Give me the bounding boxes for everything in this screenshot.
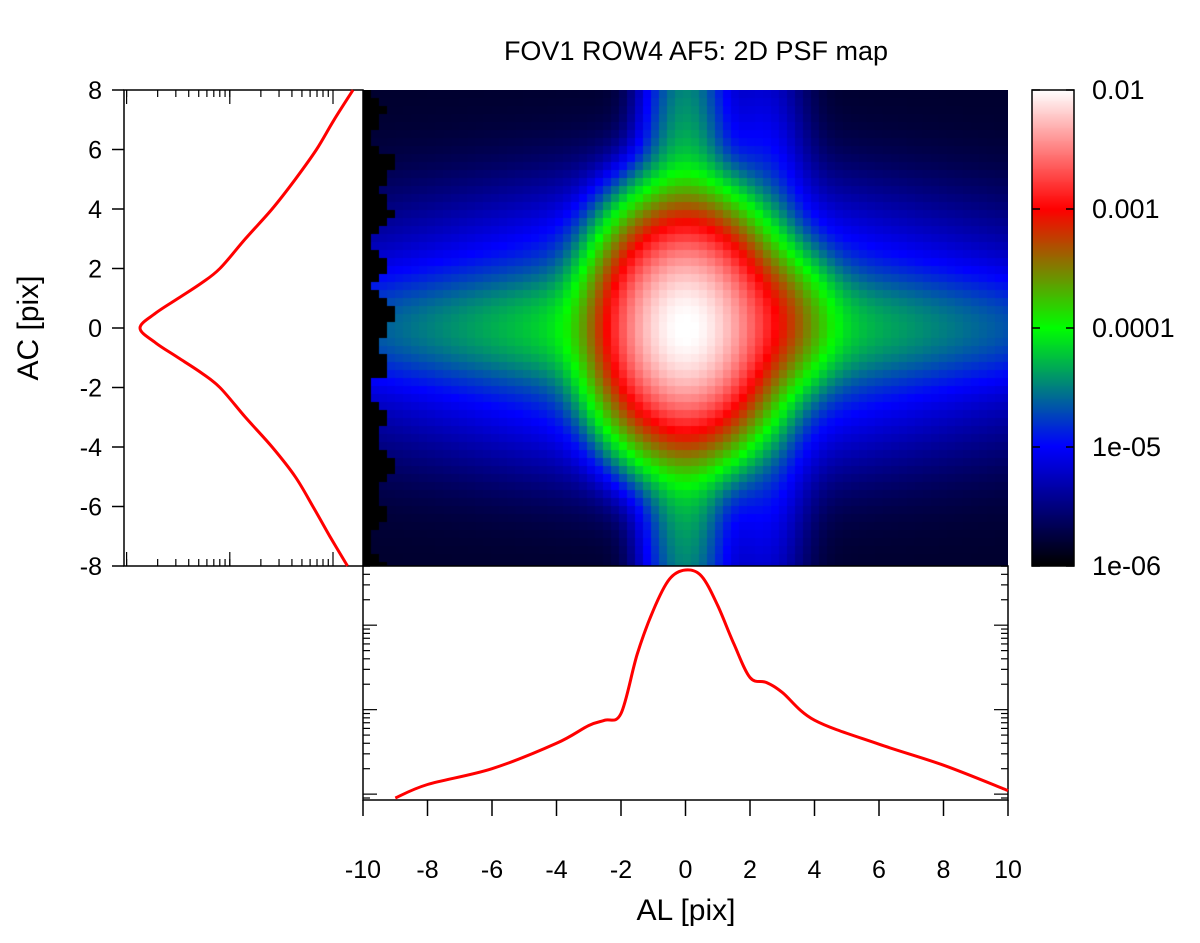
ac-profile-frame xyxy=(123,89,364,567)
colorbar-tick-label: 0.001 xyxy=(1092,194,1160,224)
ac-profile-curve xyxy=(138,89,355,567)
x-axis: -10 -8 -6 -4 -2 0 2 4 6 8 10 xyxy=(345,800,1022,884)
y-tick-label: 4 xyxy=(88,196,102,224)
y-tick-label: -6 xyxy=(80,494,102,522)
y-axis: 8 6 4 2 0 -2 -4 -6 -8 xyxy=(80,77,124,581)
x-tick-label: -10 xyxy=(345,856,381,884)
colorbar-tick-label: 1e-05 xyxy=(1092,432,1161,462)
x-tick-label: 2 xyxy=(743,856,757,884)
x-tick-label: -6 xyxy=(481,856,503,884)
chart-title: FOV1 ROW4 AF5: 2D PSF map xyxy=(504,36,888,66)
x-tick-label: 0 xyxy=(679,856,693,884)
x-tick-label: 8 xyxy=(937,856,951,884)
al-profile-ticks xyxy=(363,565,1008,799)
y-tick-label: 6 xyxy=(88,137,102,165)
y-axis-label: AC [pix] xyxy=(12,275,45,380)
colorbar-ticks: 0.01 0.001 0.0001 1e-05 1e-06 xyxy=(1032,75,1175,581)
y-tick-label: -4 xyxy=(80,434,102,462)
x-tick-label: 4 xyxy=(808,856,822,884)
y-tick-label: 2 xyxy=(88,256,102,284)
colorbar-tick-label: 0.01 xyxy=(1092,75,1145,105)
ac-profile-ticks xyxy=(125,90,334,566)
al-profile-frame xyxy=(362,565,1009,801)
y-tick-label: 0 xyxy=(88,315,102,343)
al-profile-curve xyxy=(394,568,1009,800)
y-tick-label: -8 xyxy=(80,553,102,581)
y-tick-label: 8 xyxy=(88,77,102,105)
x-tick-label: -8 xyxy=(416,856,438,884)
x-axis-label: AL [pix] xyxy=(637,894,736,927)
psf-heatmap xyxy=(363,90,1008,566)
x-tick-label: -4 xyxy=(545,856,567,884)
x-tick-label: 6 xyxy=(872,856,886,884)
x-tick-label: -2 xyxy=(610,856,632,884)
x-tick-label: 10 xyxy=(994,856,1022,884)
y-tick-label: -2 xyxy=(80,375,102,403)
colorbar-tick-label: 1e-06 xyxy=(1092,551,1161,581)
colorbar-tick-label: 0.0001 xyxy=(1092,313,1175,343)
